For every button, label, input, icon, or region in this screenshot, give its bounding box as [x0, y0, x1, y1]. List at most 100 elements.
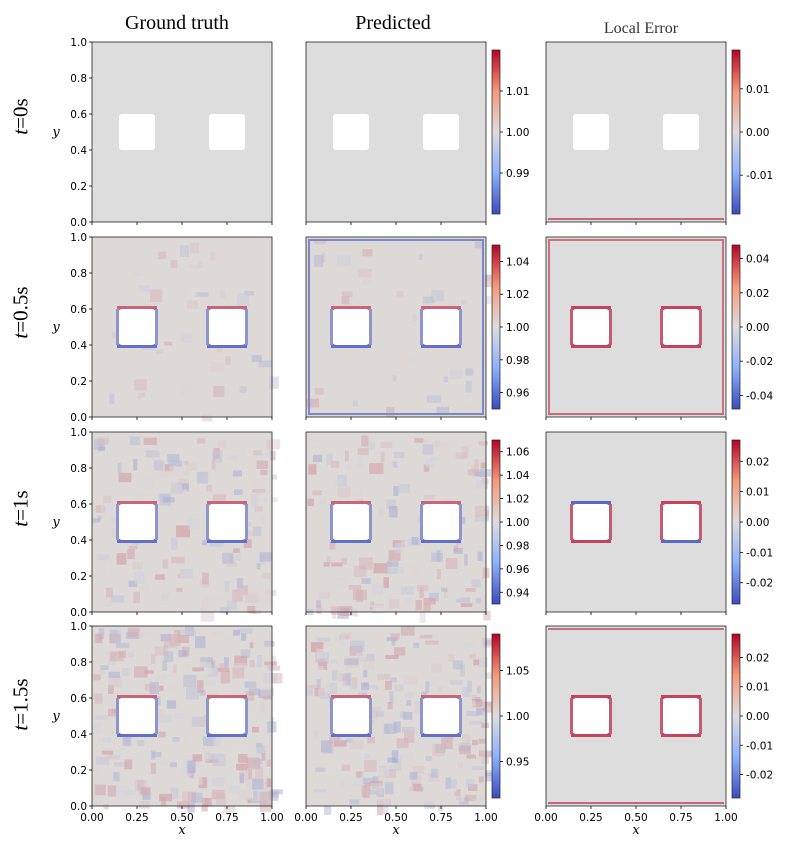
field-texture — [314, 255, 324, 268]
field-texture — [213, 385, 225, 397]
colorbar-error-row-0: -0.01 0.00 0.01 — [731, 49, 773, 215]
field-texture — [197, 764, 211, 776]
field-texture — [467, 680, 472, 693]
field-texture — [101, 750, 114, 755]
field-texture — [186, 663, 191, 668]
obstacle-edge-left — [420, 309, 423, 345]
field-texture — [452, 660, 463, 670]
field-texture — [411, 536, 419, 545]
field-texture — [185, 463, 198, 471]
field-texture — [461, 299, 467, 305]
obstacle-edge-left — [570, 309, 573, 345]
y-tick-label: 0.2 — [70, 376, 87, 388]
field-texture — [396, 738, 409, 749]
field-texture — [341, 296, 350, 305]
field-texture — [453, 545, 459, 552]
field-texture — [475, 598, 482, 604]
field-texture — [116, 786, 130, 799]
field-texture — [392, 375, 397, 382]
field-texture — [436, 568, 441, 579]
obstacle-2 — [663, 698, 699, 734]
field-texture — [330, 659, 337, 664]
field-texture — [113, 772, 120, 782]
obstacle-1 — [333, 114, 369, 150]
field-texture — [442, 636, 455, 643]
obstacle-edge-bottom — [661, 344, 701, 348]
obstacle-edge-bottom — [117, 344, 157, 348]
field-texture — [353, 776, 363, 787]
colorbar-tick-label: 0.96 — [506, 564, 530, 576]
field-texture — [187, 518, 199, 529]
obstacle-edge-right — [459, 698, 462, 734]
field-texture — [232, 629, 240, 636]
field-texture — [139, 801, 150, 809]
field-texture — [159, 685, 164, 692]
field-texture — [436, 460, 447, 470]
field-texture — [197, 438, 206, 444]
field-texture — [385, 680, 392, 690]
field-texture — [248, 768, 253, 779]
field-texture — [361, 578, 371, 584]
field-texture — [131, 688, 146, 696]
field-texture — [415, 600, 422, 611]
x-axis-label: x — [632, 823, 640, 838]
field-texture — [315, 767, 327, 772]
field-texture — [219, 663, 227, 672]
field-texture — [432, 744, 445, 757]
field-texture — [449, 680, 464, 685]
field-texture — [385, 654, 399, 659]
obstacle-edge-bottom — [421, 733, 461, 737]
field-texture — [424, 640, 439, 645]
colorbar-tick-label: 0.96 — [506, 388, 530, 400]
field-texture — [462, 686, 470, 698]
field-texture — [256, 498, 268, 503]
colorbar-field-row-3: 0.95 1.00 1.05 — [491, 633, 529, 799]
field-texture — [425, 458, 435, 468]
field-texture — [389, 505, 398, 518]
field-texture — [464, 794, 477, 802]
field-texture — [236, 293, 250, 307]
field-texture — [313, 788, 327, 793]
field-texture — [344, 658, 359, 666]
field-texture — [317, 637, 330, 642]
field-texture — [236, 577, 243, 590]
field-texture — [180, 770, 186, 779]
field-texture — [265, 589, 277, 596]
field-texture — [260, 515, 266, 524]
field-texture — [124, 790, 136, 795]
colorbar-gradient — [731, 244, 741, 410]
field-texture — [240, 649, 251, 658]
field-texture — [235, 464, 248, 474]
x-tick-label: 0.50 — [170, 812, 193, 824]
field-texture — [384, 781, 394, 795]
y-tick-label: 0.0 — [70, 217, 87, 229]
obstacle-edge-bottom — [661, 539, 701, 543]
field-texture — [198, 472, 205, 477]
field-texture — [266, 439, 271, 451]
x-axis-label: x — [392, 823, 400, 838]
field-texture — [260, 469, 268, 476]
field-texture — [476, 590, 483, 599]
y-tick-label: 0.8 — [70, 657, 87, 669]
colorbar-tick-label: 0.98 — [506, 355, 529, 367]
field-texture — [225, 356, 231, 366]
field-texture — [399, 754, 415, 759]
obstacle-edge-left — [420, 504, 423, 540]
field-texture — [137, 740, 145, 747]
field-texture — [361, 276, 372, 285]
field-texture — [422, 296, 435, 304]
obstacle-edge-left — [116, 504, 119, 540]
y-tick-label: 1.0 — [70, 621, 87, 633]
field-texture — [388, 599, 400, 609]
field-texture — [340, 632, 352, 640]
obstacle-2 — [423, 504, 459, 540]
field-texture — [370, 706, 382, 713]
field-texture — [422, 444, 434, 455]
boundary-error-top — [548, 239, 724, 241]
field-texture — [244, 592, 259, 604]
obstacle-edge-bottom — [207, 344, 247, 348]
field-texture — [384, 769, 396, 778]
field-texture — [313, 238, 327, 245]
field-texture — [247, 798, 253, 803]
colorbar-tick-label: 1.02 — [506, 289, 529, 301]
